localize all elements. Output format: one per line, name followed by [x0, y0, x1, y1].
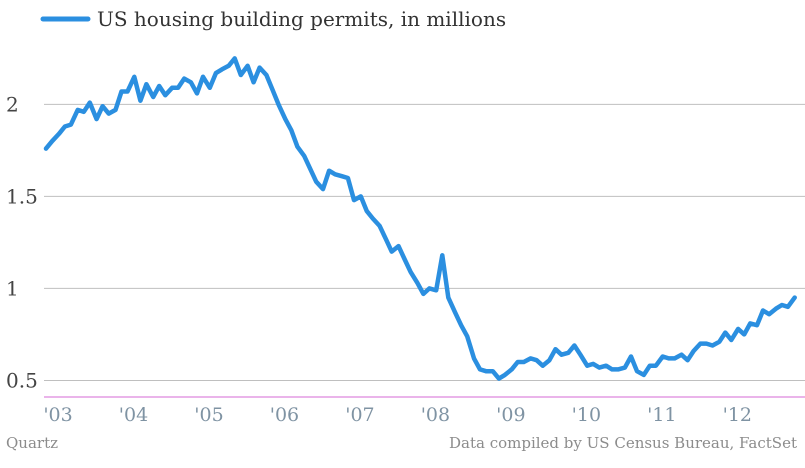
series-line-0 [43, 56, 797, 381]
x-tick-label: '10 [572, 404, 601, 426]
x-tick-label: '07 [345, 404, 374, 426]
x-tick-label: '03 [43, 404, 72, 426]
y-tick-label: 1 [6, 276, 19, 300]
y-tick-label: 0.5 [6, 368, 38, 392]
x-axis-ticks: '03 '04 '05 '06 '07 '08 '09 '10 '11 '12 [43, 404, 752, 426]
legend-label: US housing building permits, in millions [97, 7, 506, 31]
publisher-credit: Quartz [6, 434, 59, 452]
y-tick-label: 2 [6, 92, 19, 116]
x-tick-label: '12 [723, 404, 752, 426]
x-tick-label: '11 [647, 404, 676, 426]
x-tick-label: '04 [119, 404, 148, 426]
series-layer [43, 56, 797, 381]
x-tick-label: '06 [270, 404, 299, 426]
legend: US housing building permits, in millions [40, 7, 506, 31]
y-axis-ticks: 0.5 1 1.5 2 [6, 92, 38, 392]
x-tick-label: '09 [496, 404, 525, 426]
x-tick-label: '05 [194, 404, 223, 426]
gridlines [44, 103, 805, 381]
data-source-note: Data compiled by US Census Bureau, FactS… [449, 434, 797, 452]
x-tick-label: '08 [421, 404, 450, 426]
y-tick-label: 1.5 [6, 184, 38, 208]
